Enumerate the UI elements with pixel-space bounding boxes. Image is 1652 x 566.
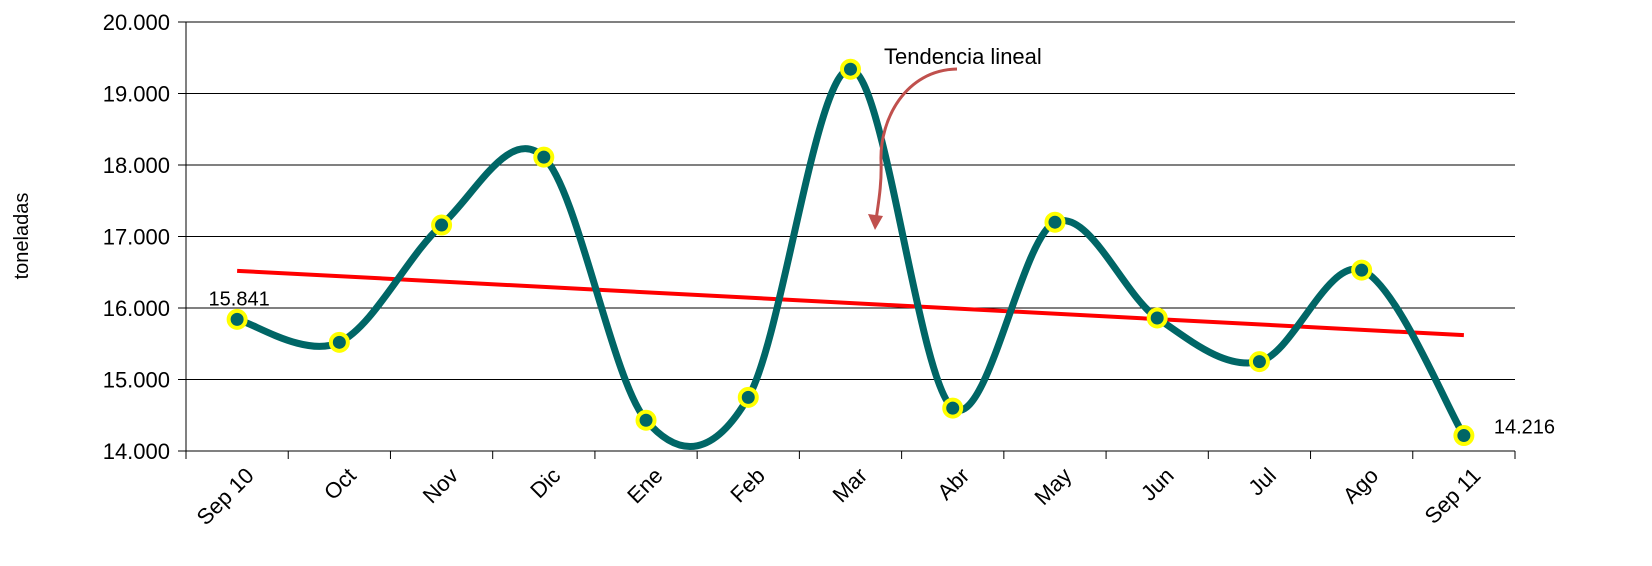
data-point	[1248, 351, 1270, 373]
y-tick-label: 18.000	[103, 153, 170, 178]
data-point	[1351, 259, 1373, 281]
y-axis-label: toneladas	[11, 193, 33, 280]
data-point	[1146, 307, 1168, 329]
trend-line	[237, 268, 1464, 338]
x-tick-label: Ago	[1338, 463, 1383, 508]
y-tick-label: 17.000	[103, 225, 170, 250]
y-tick-label: 20.000	[103, 10, 170, 35]
trend-layer	[237, 268, 1464, 338]
data-point	[635, 409, 657, 431]
x-tick-label: Ene	[622, 463, 667, 508]
x-tick-label: May	[1029, 463, 1076, 510]
y-tick-label: 14.000	[103, 439, 170, 464]
x-tick-label: Nov	[418, 463, 463, 508]
x-tick-label: Mar	[828, 463, 872, 507]
annotation-arrow	[874, 67, 958, 221]
x-tick-label: Oct	[319, 463, 361, 505]
x-tick-label: Abr	[932, 463, 974, 505]
x-tick-label: Sep 11	[1420, 463, 1486, 529]
data-point	[533, 146, 555, 168]
data-point	[942, 397, 964, 419]
data-label: 14.216	[1494, 417, 1555, 439]
series-layer	[226, 58, 1475, 450]
data-point	[1453, 425, 1475, 447]
data-point	[431, 214, 453, 236]
y-tick-label: 15.000	[103, 368, 170, 393]
data-point	[737, 386, 759, 408]
x-tick-label: Jul	[1243, 463, 1281, 501]
annotation-arrowhead	[868, 214, 883, 230]
y-tick-label: 16.000	[103, 296, 170, 321]
labels: 14.000 15.000 16.000 17.000 18.000 19.000 20.0…	[103, 10, 1555, 530]
x-tick-label: Dic	[525, 463, 565, 503]
data-point	[328, 331, 350, 353]
data-label: 15.841	[209, 288, 270, 310]
series-line	[233, 65, 1468, 450]
annotation-text: Tendencia lineal	[884, 44, 1042, 69]
data-point	[226, 308, 248, 330]
gridlines	[178, 21, 1515, 452]
data-point	[1044, 211, 1066, 233]
x-tick-label: Jun	[1136, 463, 1179, 506]
y-tick-label: 19.000	[103, 82, 170, 107]
x-tick-label: Feb	[725, 463, 769, 507]
data-point	[840, 58, 861, 80]
x-tick-label: Sep 10	[192, 463, 259, 530]
axes	[185, 22, 1516, 459]
